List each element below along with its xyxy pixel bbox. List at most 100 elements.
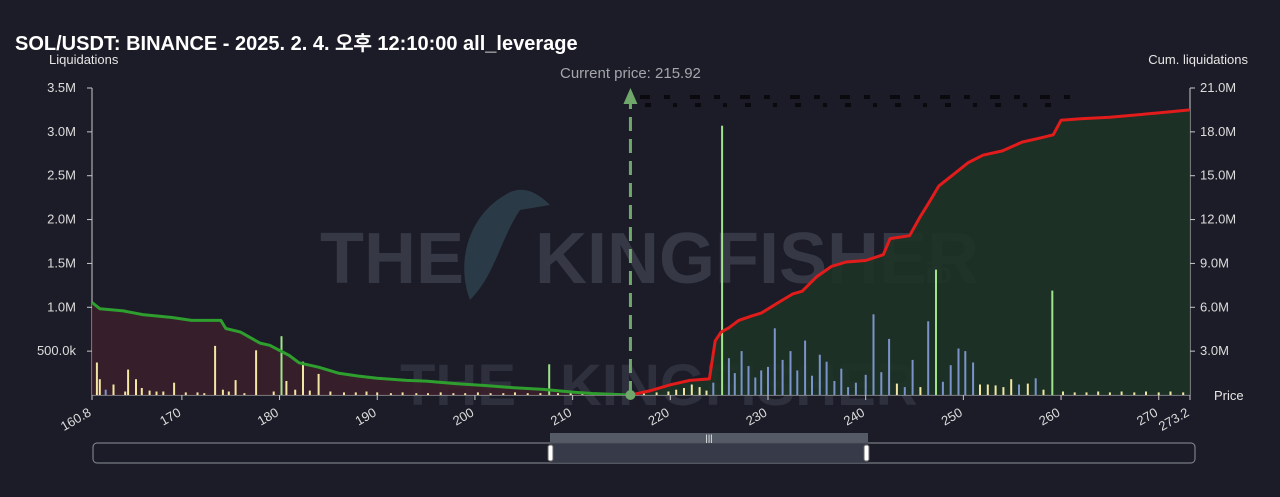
y-tick-label: 1.0M	[47, 299, 76, 314]
liquidation-bar	[1182, 392, 1185, 395]
liquidation-bar	[854, 382, 857, 395]
liquidation-bar	[675, 389, 678, 395]
watermark-text-the: THE	[320, 219, 464, 299]
liquidation-bar	[162, 391, 165, 395]
liquidation-bar	[476, 392, 479, 395]
y-tick-label: 3.5M	[47, 80, 76, 95]
liquidation-bar	[343, 392, 345, 395]
liquidation-bar	[329, 391, 332, 395]
liquidation-bar	[941, 381, 944, 395]
y2-axis-title: Cum. liquidations	[1148, 52, 1248, 67]
liquidation-bar	[655, 392, 658, 395]
short_cumulative-area	[630, 109, 1190, 395]
liquidation-bar	[272, 391, 275, 395]
current-price-arrow-icon	[623, 88, 638, 104]
x-tick-label: 260	[1036, 405, 1062, 429]
liquidation-bar	[227, 391, 230, 395]
x-tick-label: 250	[939, 405, 965, 429]
liquidation-bar	[712, 382, 715, 395]
liquidation-bar	[1042, 389, 1045, 395]
y2-tick-label: 3.0M	[1200, 343, 1229, 358]
liquidation-bar	[243, 393, 246, 395]
range-slider-right-handle[interactable]	[863, 444, 870, 462]
liquidation-bar	[439, 392, 442, 395]
liquidation-bar	[280, 336, 283, 395]
kingfisher-bird-icon	[464, 189, 550, 300]
liquidation-bar	[825, 361, 828, 395]
liquidation-bar	[548, 364, 551, 395]
liquidation-bar	[747, 366, 750, 395]
liquidation-bar	[1145, 391, 1147, 395]
x-tick-label: 270	[1134, 405, 1160, 429]
liquidation-bar	[302, 361, 304, 395]
current-price-label: Current price: 215.92	[560, 65, 701, 82]
liquidation-bar	[98, 379, 101, 395]
liquidation-bar	[811, 375, 813, 395]
liquidation-bar	[1085, 392, 1088, 395]
range-slider-left-handle[interactable]	[547, 444, 554, 462]
liquidation-bar	[415, 393, 418, 395]
liquidation-bar	[903, 387, 906, 395]
long_cumulative-line	[92, 301, 631, 395]
y-tick-label: 3.0M	[47, 124, 76, 139]
liquidation-bar	[847, 387, 850, 395]
liquidation-bar	[1073, 392, 1076, 395]
y2-axis-ticks: 3.0M 6.0M 9.0M 12.0M 15.0M 18.0M 21.0M	[1190, 80, 1236, 358]
liquidation-bar	[489, 393, 492, 395]
liquidation-bar	[888, 338, 891, 395]
liquidation-bar	[389, 393, 392, 395]
liquidation-bar	[135, 379, 137, 395]
y2-tick-label: 18.0M	[1200, 124, 1236, 139]
liquidation-bar	[1133, 392, 1136, 395]
x-tick-label: 170	[157, 405, 183, 429]
liquidation-bar	[557, 393, 559, 395]
liquidation-bar	[140, 388, 143, 395]
y2-tick-label: 9.0M	[1200, 255, 1229, 270]
liquidation-bar	[773, 328, 776, 395]
liquidation-bar	[124, 391, 127, 395]
liquidation-bar	[354, 392, 357, 395]
liquidation-bar	[760, 370, 763, 395]
liquidation-bar	[804, 340, 807, 395]
liquidation-bar	[690, 384, 693, 395]
liquidation-bar	[872, 314, 875, 395]
liquidation-bar	[452, 393, 455, 395]
liquidation-bar	[705, 390, 708, 395]
liquidation-bar	[911, 359, 914, 395]
liquidation-bar	[840, 368, 843, 395]
liquidation-bar	[1051, 290, 1054, 395]
liquidation-bar	[127, 369, 130, 395]
liquidation-bar	[979, 384, 981, 395]
range-slider-top-bar[interactable]	[550, 433, 868, 442]
liquidation-bar	[285, 381, 288, 395]
liquidation-bar	[1097, 391, 1100, 395]
liquidation-bar	[221, 389, 224, 395]
liquidation-bar	[994, 385, 997, 395]
liquidation-bar	[833, 381, 836, 395]
liquidation-bar	[317, 373, 320, 395]
liquidation-bar	[514, 392, 516, 395]
y-axis-title: Liquidations	[49, 52, 119, 67]
liquidation-bar	[721, 125, 724, 395]
liquidation-bar	[569, 393, 572, 395]
liquidation-bar	[539, 393, 542, 395]
liquidation-bars	[95, 125, 1185, 395]
liquidation-bar	[781, 359, 784, 395]
liquidation-bar	[173, 382, 176, 395]
liquidation-bar	[986, 384, 989, 395]
liquidation-bar	[754, 377, 757, 395]
chart-title: SOL/USDT: BINANCE - 2025. 2. 4. 오후 12:10…	[15, 33, 578, 55]
y2-tick-label: 15.0M	[1200, 168, 1236, 183]
x-tick-label: 160.8	[58, 405, 94, 434]
liquidation-bar	[112, 384, 115, 395]
y-tick-label: 2.5M	[47, 168, 76, 183]
short_cumulative-line	[630, 108, 1190, 395]
liquidation-bar	[864, 374, 867, 395]
grip-icon: |||	[705, 433, 712, 443]
liquidation-bar	[365, 391, 368, 395]
range-slider[interactable]: |||	[92, 433, 1196, 464]
liquidation-bar	[972, 362, 975, 395]
liquidation-bar	[294, 389, 297, 395]
range-slider-window[interactable]	[550, 443, 868, 463]
